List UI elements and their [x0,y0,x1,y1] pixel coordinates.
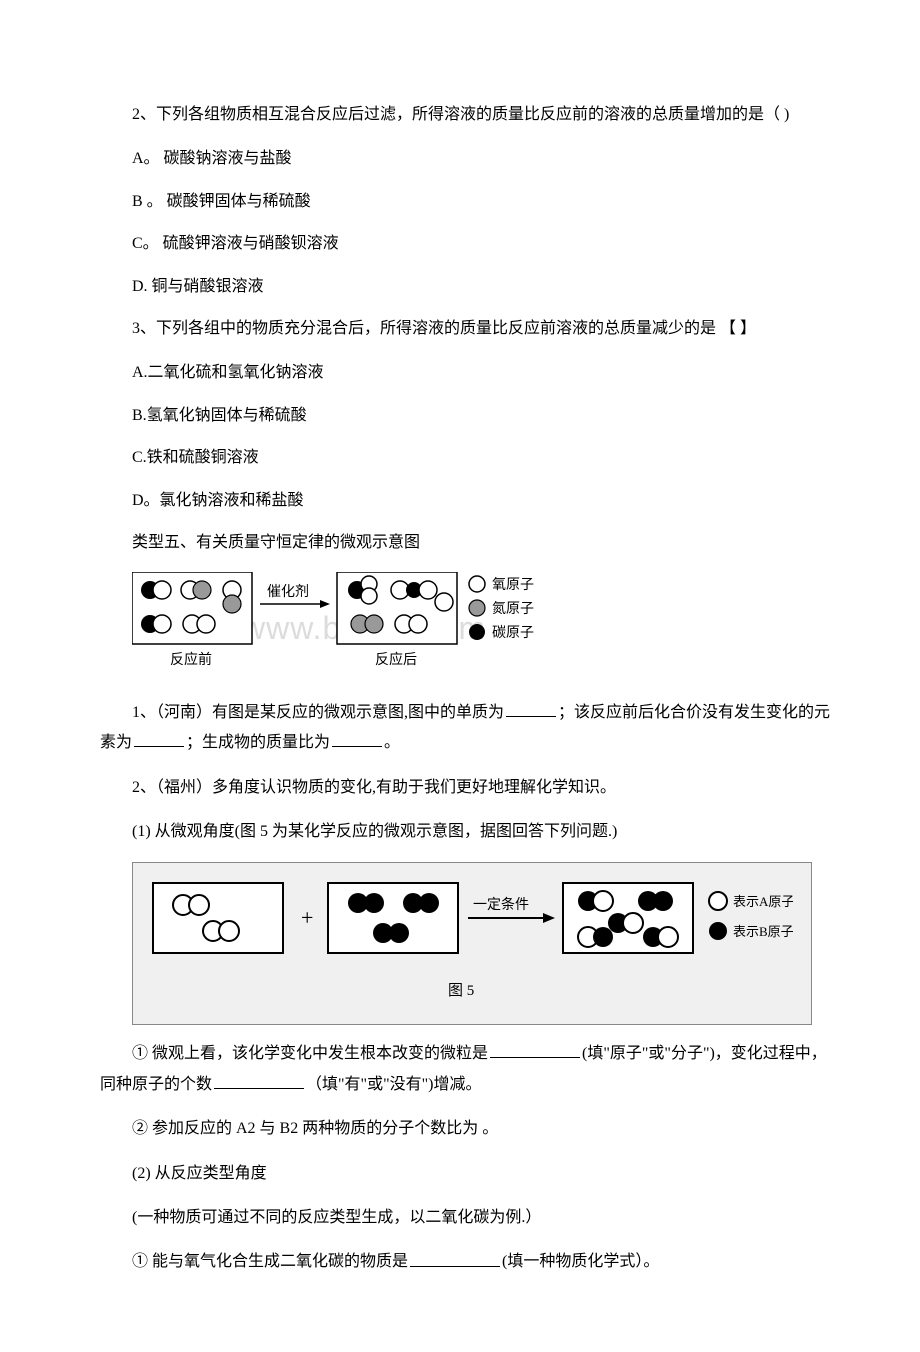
q2-option-d: D. 铜与硝酸银溶液 [100,272,840,302]
t5-q2-i1-a: ① 微观上看，该化学变化中发生根本改变的微粒是 [132,1045,488,1062]
blank-6[interactable] [410,1247,500,1266]
diagram1-container: www.bdocx.com 催化剂 氧原子 氮原 [132,572,840,683]
catalyst-label: 催化剂 [267,584,309,600]
blank-5[interactable] [214,1070,304,1089]
svg-text:表示B原子: 表示B原子 [733,924,793,939]
t5-q2-i1-c: （填"有"或"没有")增减。 [306,1076,481,1093]
svg-text:反应后: 反应后 [375,651,417,668]
q2-text: 2、下列各组物质相互混合反应后过滤，所得溶液的质量比反应前的溶液的总质量增加的是… [100,100,840,130]
q3-option-a: A.二氧化硫和氢氧化钠溶液 [100,358,840,388]
t5-q2-text: 2、（福州）多角度认识物质的变化,有助于我们更好地理解化学知识。 [100,773,840,803]
t5-q2-sub2-note: (一种物质可通过不同的反应类型生成，以二氧化碳为例.） [100,1203,840,1233]
t5-q2-i1: ① 微观上看，该化学变化中发生根本改变的微粒是(填"原子"或"分子")，变化过程… [100,1039,840,1100]
q2-option-c: C。 硫酸钾溶液与硝酸钡溶液 [100,229,840,259]
q3-option-c: C.铁和硫酸铜溶液 [100,443,840,473]
t5-q2-sub2: (2) 从反应类型角度 [100,1159,840,1189]
blank-2[interactable] [134,728,184,747]
svg-text:氧原子: 氧原子 [492,577,534,593]
t5-q2-i3: ① 能与氧气化合生成二氧化碳的物质是 (填一种物质化学式）。 [100,1247,840,1278]
svg-text:反应前: 反应前 [170,651,212,668]
svg-text:图 5: 图 5 [448,982,474,999]
t5-q2-sub1: (1) 从微观角度(图 5 为某化学反应的微观示意图，据图回答下列问题.) [100,817,840,847]
q2-option-a: A。 碳酸钠溶液与盐酸 [100,144,840,174]
type5-title: 类型五、有关质量守恒定律的微观示意图 [100,528,840,558]
q2-option-b: B 。 碳酸钾固体与稀硫酸 [100,187,840,217]
q3-option-b: B.氢氧化钠固体与稀硫酸 [100,401,840,431]
t5-q2-i2: ② 参加反应的 A2 与 B2 两种物质的分子个数比为 。 [100,1114,840,1144]
t5-q1-mid2: ；生成物的质量比为 [186,734,330,751]
svg-text:+: + [301,905,313,930]
t5-q1-prefix: 1、（河南）有图是某反应的微观示意图,图中的单质为 [132,704,504,721]
q3-option-d: D。氯化钠溶液和稀盐酸 [100,486,840,516]
svg-text:表示A原子: 表示A原子 [733,894,793,909]
reaction-diagram-2: + 一定条件 表示A原子 表示B原子 图 5 [143,873,793,1003]
blank-4[interactable] [490,1039,580,1058]
t5-q1: 1、（河南）有图是某反应的微观示意图,图中的单质为；该反应前后化合价没有发生变化… [100,698,840,759]
t5-q2-i3-a: ① 能与氧气化合生成二氧化碳的物质是 [132,1254,408,1271]
svg-text:氮原子: 氮原子 [492,601,534,617]
blank-1[interactable] [506,698,556,717]
reaction-diagram-1: 催化剂 氧原子 氮原子 碳原子 反应前 反应后 [132,572,622,672]
blank-3[interactable] [332,728,382,747]
svg-text:一定条件: 一定条件 [473,896,529,913]
svg-text:碳原子: 碳原子 [492,625,534,641]
t5-q1-suffix: 。 [384,734,400,751]
diagram2-container: + 一定条件 表示A原子 表示B原子 图 5 [132,862,812,1025]
t5-q2-i3-b: (填一种物质化学式）。 [502,1254,659,1271]
q3-text: 3、下列各组中的物质充分混合后，所得溶液的质量比反应前溶液的总质量减少的是 【 … [100,314,840,344]
